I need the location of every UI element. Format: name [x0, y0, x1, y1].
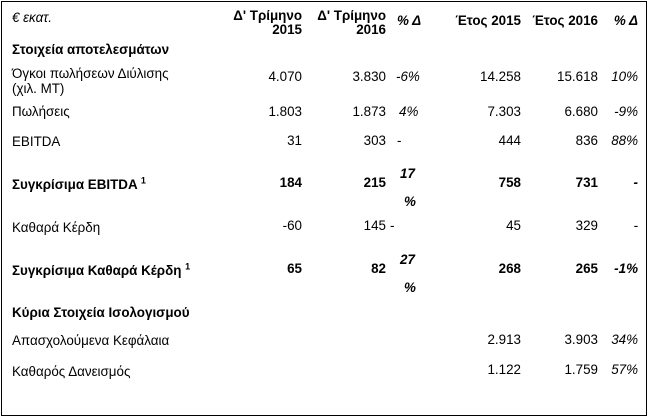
cell-sales-y15: 7.303	[487, 104, 521, 119]
row-label-capital-employed: Απασχολούμενα Κεφάλαια	[12, 333, 170, 348]
header-year-2015: Έτος 2015	[455, 13, 521, 28]
row-label-adj-net-income: Συγκρίσιμα Καθαρά Κέρδη 1	[12, 261, 191, 279]
header-q4-2015-line2: 2015	[272, 22, 302, 37]
cell-ebitda-py: 88%	[611, 133, 638, 148]
cell-sales-volume-q15: 4.070	[268, 69, 302, 84]
header-pct-quarter: % Δ	[397, 13, 422, 28]
cell-sales-py: -9%	[614, 104, 638, 119]
cell-net-debt-y16: 1.759	[564, 362, 598, 377]
cell-ebitda-pq: -	[397, 133, 402, 148]
section-title-balance: Κύρια Στοιχεία Ισολογισμού	[12, 305, 190, 320]
cell-adj-ebitda-pq-value: 17	[400, 166, 415, 181]
cell-ebitda-q16: 303	[363, 133, 386, 148]
row-label-sales-volume-line2: (χιλ. ΜΤ)	[12, 81, 65, 96]
cell-ebitda-y16: 836	[575, 133, 598, 148]
cell-net-debt-y15: 1.122	[487, 362, 521, 377]
cell-adj-net-income-y16: 265	[575, 261, 598, 276]
cell-net-income-pq: -	[390, 218, 395, 233]
cell-adj-net-income-q16: 82	[371, 261, 386, 276]
header-year-2016: Έτος 2016	[532, 13, 598, 28]
row-label-adj-net-income-text: Συγκρίσιμα Καθαρά Κέρδη	[12, 263, 182, 278]
cell-ebitda-y15: 444	[498, 133, 521, 148]
row-label-sales: Πωλήσεις	[12, 104, 70, 119]
header-pct-year: % Δ	[613, 13, 638, 28]
header-q4-2016-line1: Δ' Τρίμηνο	[317, 8, 386, 23]
cell-adj-net-income-pq-value: 27	[400, 252, 415, 267]
cell-capital-employed-y15: 2.913	[487, 332, 521, 347]
cell-adj-ebitda-pq: 17 %	[400, 160, 416, 216]
row-label-net-income: Καθαρά Κέρδη	[12, 220, 101, 235]
cell-net-income-y15: 45	[506, 218, 521, 233]
row-label-sales-volume-line1: Όγκοι πωλήσεων Διύλισης	[12, 66, 169, 81]
header-q4-2016: Δ' Τρίμηνο 2016	[302, 9, 386, 37]
cell-net-income-q15: -60	[282, 218, 302, 233]
cell-sales-pq: 4%	[399, 104, 419, 119]
row-label-sales-volume: Όγκοι πωλήσεων Διύλισης (χιλ. ΜΤ)	[12, 66, 169, 96]
cell-adj-net-income-py: -1%	[614, 261, 638, 276]
unit-label: € εκατ.	[12, 10, 52, 25]
cell-sales-y16: 6.680	[564, 104, 598, 119]
header-q4-2015-line1: Δ' Τρίμηνο	[233, 8, 302, 23]
cell-capital-employed-y16: 3.903	[564, 332, 598, 347]
footnote-marker: 1	[140, 175, 146, 186]
section-title-results: Στοιχεία αποτελεσμάτων	[12, 42, 170, 57]
footnote-marker: 1	[185, 261, 191, 272]
cell-sales-volume-py: 10%	[611, 69, 638, 84]
row-label-adj-ebitda-text: Συγκρίσιμα EBITDA	[12, 177, 138, 192]
cell-ebitda-q15: 31	[287, 133, 302, 148]
row-label-adj-ebitda: Συγκρίσιμα EBITDA 1	[12, 175, 146, 193]
header-q4-2016-line2: 2016	[356, 22, 386, 37]
cell-adj-net-income-pq-unit: %	[404, 280, 416, 295]
cell-adj-ebitda-py: -	[633, 175, 638, 190]
cell-net-income-q16: 145	[363, 218, 386, 233]
cell-net-income-y16: 329	[575, 218, 598, 233]
cell-adj-ebitda-q15: 184	[279, 175, 302, 190]
cell-adj-net-income-q15: 65	[287, 261, 302, 276]
cell-sales-volume-y16: 15.618	[557, 69, 598, 84]
cell-net-debt-py: 57%	[611, 362, 638, 377]
cell-sales-q15: 1.803	[268, 104, 302, 119]
cell-adj-ebitda-y16: 731	[575, 175, 598, 190]
row-label-net-debt: Καθαρός Δανεισμός	[12, 364, 131, 379]
cell-adj-net-income-pq: 27 %	[400, 246, 416, 302]
cell-adj-ebitda-q16: 215	[363, 175, 386, 190]
cell-adj-net-income-y15: 268	[498, 261, 521, 276]
cell-net-income-py: -	[633, 218, 638, 233]
cell-sales-volume-q16: 3.830	[352, 69, 386, 84]
cell-adj-ebitda-pq-unit: %	[404, 194, 416, 209]
header-q4-2015: Δ' Τρίμηνο 2015	[232, 9, 302, 37]
cell-sales-q16: 1.873	[352, 104, 386, 119]
cell-adj-ebitda-y15: 758	[498, 175, 521, 190]
cell-sales-volume-pq: -6%	[396, 69, 420, 84]
cell-capital-employed-py: 34%	[611, 332, 638, 347]
row-label-ebitda: EBITDA	[12, 134, 61, 149]
cell-sales-volume-y15: 14.258	[480, 69, 521, 84]
